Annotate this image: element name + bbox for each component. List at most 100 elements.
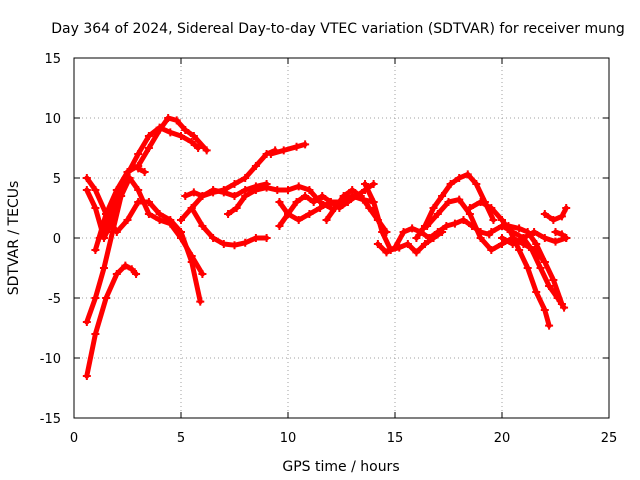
data-point: [382, 248, 391, 257]
data-point: [557, 212, 566, 221]
data-point: [549, 216, 558, 224]
data-point: [144, 144, 153, 152]
data-point: [459, 216, 468, 224]
data-point: [487, 204, 496, 212]
data-point: [489, 216, 498, 224]
data-point: [487, 246, 496, 254]
data-point: [187, 204, 196, 212]
data-point: [209, 186, 218, 194]
data-point: [266, 150, 275, 158]
data-point: [166, 128, 175, 137]
data-point: [241, 192, 250, 200]
data-point: [498, 234, 506, 242]
data-point: [378, 228, 387, 236]
data-point: [194, 144, 203, 152]
data-point: [301, 140, 310, 149]
data-point: [425, 234, 434, 242]
x-tick-label: 25: [601, 431, 618, 446]
data-point: [198, 222, 207, 230]
data-point: [423, 222, 432, 230]
data-point: [102, 294, 111, 302]
data-point: [123, 216, 132, 224]
data-point: [82, 318, 91, 326]
data-point: [408, 224, 417, 233]
data-point: [82, 186, 91, 194]
chart-title: Day 364 of 2024, Sidereal Day-to-day VTE…: [51, 21, 625, 37]
series-line-track-m: [268, 141, 308, 157]
data-point: [519, 234, 528, 242]
y-tick-label: -15: [40, 412, 61, 427]
data-point: [134, 186, 143, 194]
data-point: [292, 198, 301, 206]
data-point: [532, 288, 541, 296]
data-point: [429, 204, 438, 212]
data-point: [241, 174, 250, 182]
y-axis-title: SDTVAR / TECUs: [6, 181, 22, 296]
y-tick-label: -10: [40, 352, 61, 367]
data-point: [112, 228, 121, 236]
x-tick-label: 15: [387, 431, 404, 446]
data-point: [91, 204, 100, 212]
data-point: [472, 180, 481, 188]
data-point: [476, 234, 485, 242]
series-line-track-w: [542, 205, 569, 223]
data-point: [134, 162, 143, 170]
data-point: [273, 186, 282, 194]
series-line-track-q: [413, 171, 496, 241]
data-point: [476, 198, 485, 206]
data-point: [230, 241, 239, 250]
data-point: [369, 198, 378, 206]
series-line-track-d: [97, 125, 201, 241]
data-point: [551, 228, 560, 236]
data-point: [444, 198, 453, 206]
data-point: [508, 240, 517, 248]
data-point: [121, 261, 130, 270]
data-point: [403, 240, 412, 248]
data-point: [155, 216, 164, 224]
data-point: [91, 186, 100, 194]
data-point: [292, 142, 301, 151]
data-point: [125, 174, 134, 182]
data-point: [140, 168, 149, 176]
data-point: [112, 270, 121, 278]
data-point: [181, 192, 190, 200]
series-line-track-l: [276, 193, 377, 223]
data-point: [198, 192, 207, 200]
data-point: [196, 297, 205, 306]
data-point: [144, 132, 153, 140]
y-tick-label: -5: [48, 292, 61, 307]
data-point: [294, 216, 303, 224]
data-point: [515, 224, 524, 233]
data-point: [181, 126, 190, 134]
data-point: [348, 186, 357, 194]
data-point: [562, 234, 571, 242]
data-point: [412, 234, 421, 242]
data-point: [198, 270, 207, 278]
data-point: [361, 180, 370, 188]
data-point: [557, 300, 566, 308]
data-point: [209, 234, 218, 242]
y-tick-label: 0: [53, 232, 61, 247]
data-point: [487, 228, 496, 236]
data-point: [433, 210, 442, 218]
data-point: [399, 228, 408, 236]
axis-ticks: 0 5 10 15 20 25 -15 -10 -5 0 5 10 15: [40, 52, 618, 446]
data-point: [166, 219, 175, 228]
data-point: [433, 228, 442, 236]
data-point: [91, 294, 100, 302]
data-point: [549, 276, 558, 284]
x-axis-title: GPS time / hours: [282, 459, 399, 475]
data-point: [219, 240, 228, 248]
data-point: [251, 186, 260, 194]
data-point: [189, 132, 198, 140]
x-tick-label: 0: [70, 431, 78, 446]
data-point: [202, 146, 211, 155]
data-point: [540, 306, 549, 314]
data-point: [127, 265, 136, 274]
data-point: [540, 258, 549, 266]
data-point: [177, 234, 185, 242]
data-point: [420, 240, 429, 248]
data-point: [504, 222, 513, 230]
data-point: [523, 228, 532, 236]
